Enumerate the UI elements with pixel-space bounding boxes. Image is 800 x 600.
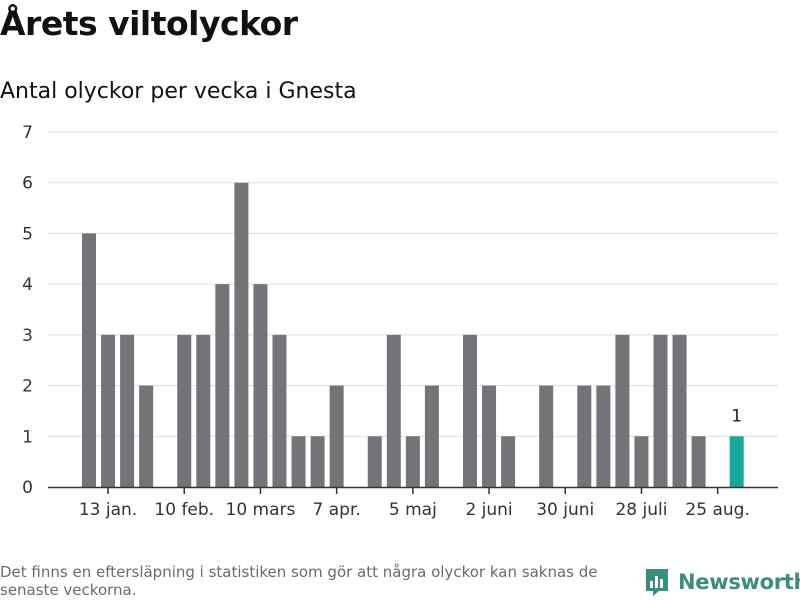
x-tick-label: 10 mars — [226, 500, 296, 520]
bar — [177, 334, 192, 487]
x-tick-label: 25 aug. — [685, 500, 749, 520]
newsworthy-logo: Newsworthy — [644, 567, 800, 597]
bar — [120, 334, 135, 487]
footnote: Det finns en eftersläpning i statistiken… — [0, 563, 598, 599]
bar — [101, 334, 116, 487]
y-tick-label: 4 — [22, 275, 33, 295]
chart-title: Årets viltolyckor — [0, 4, 298, 43]
x-tick-label: 2 juni — [465, 500, 512, 520]
data-labels: 1 — [731, 406, 742, 426]
bar — [291, 436, 306, 487]
bar — [615, 334, 630, 487]
bar — [405, 436, 420, 487]
newsworthy-chart-icon — [646, 569, 668, 596]
bar — [634, 436, 649, 487]
bar — [253, 284, 268, 487]
y-tick-label: 0 — [22, 478, 33, 498]
x-tick-label: 30 juni — [536, 500, 594, 520]
bar — [386, 334, 401, 487]
y-tick-label: 3 — [22, 326, 33, 346]
x-tick-label: 5 maj — [389, 500, 437, 520]
gridlines — [48, 131, 778, 437]
y-tick-label: 7 — [22, 123, 33, 143]
bar — [482, 385, 497, 487]
bar — [82, 233, 96, 487]
bar — [539, 385, 554, 487]
bar-chart: 0 1 2 3 4 5 6 7 13 jan. 10 feb. 10 mars 7 apr. 5 ma… — [22, 123, 778, 520]
chart-subtitle: Antal olyckor per vecka i Gnesta — [0, 79, 357, 104]
x-tick-label: 13 jan. — [79, 500, 137, 520]
bar — [196, 334, 211, 487]
x-tick-label: 10 feb. — [154, 500, 214, 520]
bar — [653, 334, 668, 487]
bars — [82, 182, 744, 487]
y-tick-label: 5 — [22, 224, 33, 244]
bar — [329, 385, 344, 487]
bar — [501, 436, 516, 487]
x-axis: 13 jan. 10 feb. 10 mars 7 apr. 5 maj 2 juni 30… — [48, 486, 778, 520]
bar — [577, 385, 592, 487]
x-tick-label: 28 juli — [615, 500, 667, 520]
y-axis-ticks: 0 1 2 3 4 5 6 7 — [22, 123, 33, 498]
x-tick-label: 7 apr. — [313, 500, 361, 520]
bar — [672, 334, 687, 487]
y-tick-label: 2 — [22, 377, 33, 397]
bar — [367, 436, 382, 487]
brand-name: Newsworthy — [678, 570, 800, 594]
bar — [596, 385, 611, 487]
bar — [272, 334, 287, 487]
bar — [215, 284, 230, 487]
y-tick-label: 1 — [22, 427, 33, 447]
bar — [424, 385, 439, 487]
bar — [310, 436, 325, 487]
data-label: 1 — [731, 406, 742, 426]
bar — [463, 334, 477, 487]
bar — [139, 385, 154, 487]
y-tick-label: 6 — [22, 174, 33, 194]
bar — [234, 182, 249, 487]
bar — [691, 436, 706, 487]
bar-current-week — [729, 436, 744, 487]
